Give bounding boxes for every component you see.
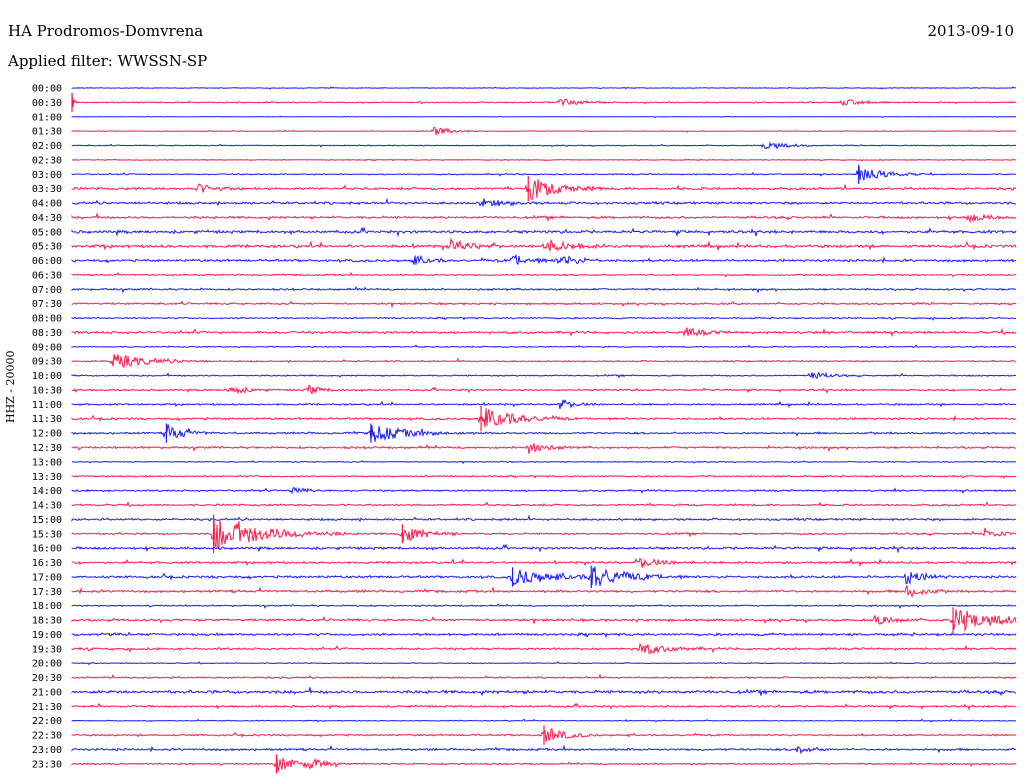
trace-line xyxy=(71,642,1017,654)
row-time-label: 08:00 xyxy=(32,314,62,325)
trace-line xyxy=(71,757,1017,772)
row-time-label: 08:30 xyxy=(32,328,62,339)
row-time-label: 06:00 xyxy=(32,256,62,267)
row-time-label: 23:00 xyxy=(32,745,62,756)
trace-line xyxy=(71,93,1017,108)
row-time-label: 19:30 xyxy=(32,644,62,655)
trace-line xyxy=(71,566,1017,586)
trace-line xyxy=(71,141,1017,150)
trace-line xyxy=(71,158,1017,162)
row-time-label: 17:30 xyxy=(32,587,62,598)
trace-line xyxy=(71,371,1017,380)
trace-line xyxy=(71,316,1017,321)
row-time-label: 10:00 xyxy=(32,371,62,382)
row-time-label: 03:00 xyxy=(32,170,62,181)
trace-line xyxy=(71,254,1017,266)
trace-line xyxy=(71,86,1017,90)
row-time-label: 01:00 xyxy=(32,112,62,123)
trace-line xyxy=(71,609,1017,632)
row-time-label: 21:30 xyxy=(32,702,62,713)
trace-line xyxy=(71,718,1017,723)
trace-line xyxy=(71,126,1017,136)
row-time-label: 13:00 xyxy=(32,457,62,468)
row-time-label: 18:30 xyxy=(32,616,62,627)
row-time-label: 10:30 xyxy=(32,385,62,396)
row-time-label: 02:30 xyxy=(32,155,62,166)
row-time-label: 16:30 xyxy=(32,558,62,569)
row-time-label: 20:30 xyxy=(32,673,62,684)
trace-line xyxy=(71,237,1017,252)
row-time-label: 15:00 xyxy=(32,515,62,526)
trace-line xyxy=(71,702,1017,711)
row-time-label: 14:30 xyxy=(32,501,62,512)
trace-line xyxy=(71,518,1017,550)
row-time-label: 19:00 xyxy=(32,630,62,641)
trace-line xyxy=(71,443,1017,454)
row-time-label: 16:00 xyxy=(32,544,62,555)
row-time-label: 13:30 xyxy=(32,472,62,483)
trace-line xyxy=(71,300,1017,309)
trace-line xyxy=(71,271,1017,278)
row-time-label: 09:30 xyxy=(32,357,62,368)
row-time-label: 06:30 xyxy=(32,270,62,281)
trace-line xyxy=(71,661,1017,666)
row-time-label: 07:00 xyxy=(32,285,62,296)
row-time-label: 09:00 xyxy=(32,342,62,353)
row-time-label: 15:30 xyxy=(32,529,62,540)
trace-line xyxy=(71,344,1017,349)
row-time-label: 07:30 xyxy=(32,299,62,310)
trace-line xyxy=(71,115,1016,118)
trace-line xyxy=(71,384,1017,395)
trace-line xyxy=(71,354,1017,368)
date-label: 2013-09-10 xyxy=(927,22,1014,40)
trace-line xyxy=(71,501,1017,508)
trace-line xyxy=(71,543,1017,554)
row-time-label: 05:00 xyxy=(32,227,62,238)
row-time-label: 12:30 xyxy=(32,443,62,454)
row-time-label: 03:30 xyxy=(32,184,62,195)
trace-line xyxy=(71,744,1016,755)
row-time-label: 11:00 xyxy=(32,400,62,411)
row-time-label: 00:30 xyxy=(32,98,62,109)
trace-line xyxy=(71,514,1017,523)
row-time-label: 11:30 xyxy=(32,414,62,425)
trace-line xyxy=(71,424,1017,442)
row-time-label: 04:00 xyxy=(32,199,62,210)
trace-line xyxy=(71,399,1017,410)
row-time-label: 22:30 xyxy=(32,731,62,742)
row-time-label: 14:00 xyxy=(32,486,62,497)
trace-line xyxy=(71,197,1016,207)
trace-line xyxy=(71,631,1017,639)
row-time-label: 21:00 xyxy=(32,687,62,698)
row-time-label: 05:30 xyxy=(32,242,62,253)
trace-line xyxy=(71,486,1017,495)
trace-line xyxy=(71,408,1017,428)
station-title: HA Prodromos-Domvrena xyxy=(8,22,204,40)
row-time-label: 01:30 xyxy=(32,127,62,138)
trace-line xyxy=(71,603,1017,609)
trace-line xyxy=(71,165,1017,181)
trace-line xyxy=(71,474,1017,479)
row-time-label: 00:00 xyxy=(32,84,62,95)
row-time-label: 17:00 xyxy=(32,572,62,583)
row-time-label: 18:00 xyxy=(32,601,62,612)
trace-line xyxy=(71,687,1017,697)
trace-line xyxy=(71,179,1017,200)
row-time-label: 23:30 xyxy=(32,759,62,770)
trace-line xyxy=(71,585,1017,598)
trace-line xyxy=(71,460,1017,465)
trace-line xyxy=(71,286,1017,294)
trace-line xyxy=(71,226,1017,238)
row-time-label: 22:00 xyxy=(32,716,62,727)
trace-line xyxy=(71,327,1017,338)
filter-label: Applied filter: WWSSN-SP xyxy=(8,52,208,70)
row-time-label: 20:00 xyxy=(32,659,62,670)
trace-line xyxy=(71,557,1017,568)
trace-line xyxy=(71,212,1017,224)
trace-line xyxy=(71,673,1017,680)
row-time-label: 04:30 xyxy=(32,213,62,224)
row-time-label: 12:00 xyxy=(32,429,62,440)
row-time-label: 02:00 xyxy=(32,141,62,152)
